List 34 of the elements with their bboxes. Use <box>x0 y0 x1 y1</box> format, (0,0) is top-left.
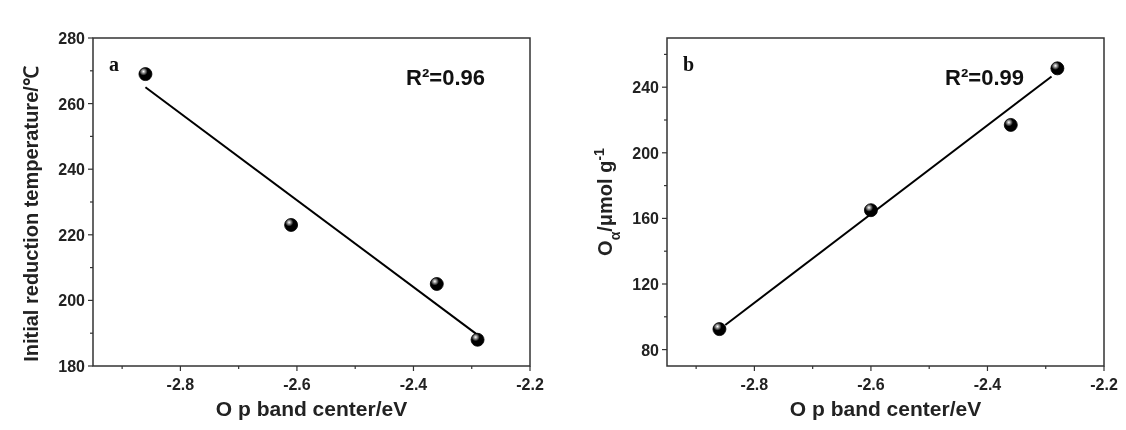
point <box>284 218 299 232</box>
y-tick-label: 280 <box>58 30 86 47</box>
y-tick-label: 260 <box>58 95 86 113</box>
y-tick-label: 240 <box>632 79 660 97</box>
y-axis-title: Initial reduction temperature/℃ <box>20 66 42 362</box>
point <box>138 67 153 81</box>
point <box>1050 61 1065 76</box>
annotation: a <box>109 53 119 75</box>
annotation: R²=0.96 <box>406 65 485 90</box>
point <box>470 332 485 347</box>
x-tick-label: -2.6 <box>283 376 311 393</box>
y-tick-label: 220 <box>58 226 86 244</box>
x-axis-title: O p band center/eV <box>789 397 982 420</box>
x-axis-title: O p band center/eV <box>215 397 408 420</box>
y-tick-label: 180 <box>58 358 86 375</box>
annotation: R²=0.99 <box>945 65 1024 90</box>
point <box>1003 118 1018 132</box>
x-tick-label: -2.2 <box>516 376 544 393</box>
point <box>712 322 727 336</box>
annotation: b <box>683 53 695 75</box>
x-tick-label: -2.2 <box>1090 376 1118 393</box>
x-tick-label: -2.8 <box>740 376 769 393</box>
y-tick-label: 240 <box>58 161 86 179</box>
point <box>429 277 444 291</box>
y-tick-label: 200 <box>58 292 86 310</box>
x-tick-label: -2.8 <box>166 376 195 393</box>
point <box>864 203 878 218</box>
y-tick-label: 160 <box>632 210 660 228</box>
x-tick-label: -2.6 <box>857 376 885 393</box>
y-tick-label: 200 <box>632 144 660 162</box>
y-tick-label: 120 <box>632 276 660 293</box>
x-tick-label: -2.4 <box>973 376 1002 393</box>
y-tick-label: 80 <box>641 341 660 359</box>
x-tick-label: -2.4 <box>399 376 428 393</box>
